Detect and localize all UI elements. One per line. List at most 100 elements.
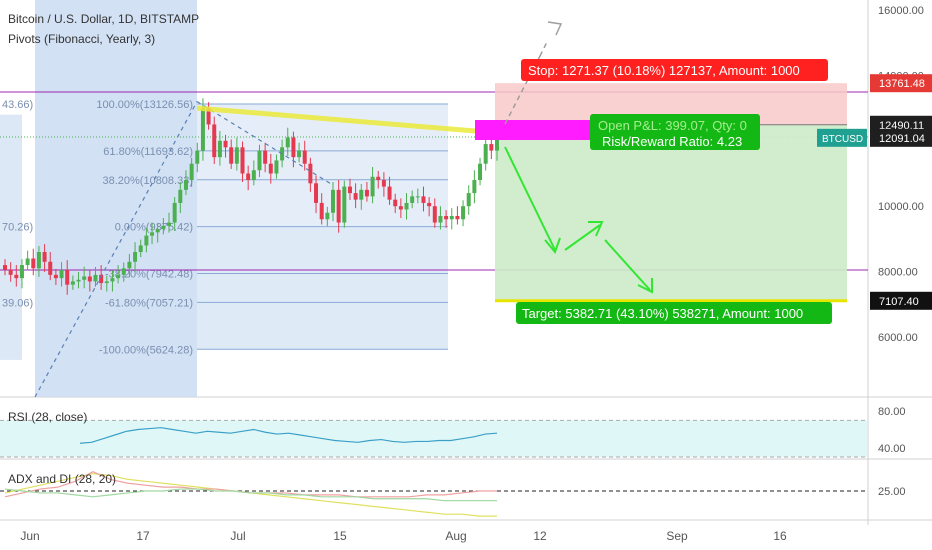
x-tick-label: 17 xyxy=(136,529,150,543)
candle-body xyxy=(25,258,30,266)
candle-body xyxy=(342,186,347,223)
candle-body xyxy=(495,137,499,151)
candle-body xyxy=(31,258,36,269)
candle-body xyxy=(421,196,426,203)
pivot-label: 0.00%(9375.42) xyxy=(115,222,193,234)
pivot-fragment-label: 43.66) xyxy=(2,99,33,111)
x-tick-label: 12 xyxy=(533,529,547,543)
projection-arrowhead-up xyxy=(547,21,563,36)
candle-body xyxy=(229,147,234,164)
indicator-label: Pivots (Fibonacci, Yearly, 3) xyxy=(8,32,156,46)
candle-body xyxy=(53,274,58,279)
price-tag-label: 12091.04 xyxy=(879,133,925,145)
rr-label: Risk/Reward Ratio: 4.23 xyxy=(602,134,742,149)
candle-body xyxy=(87,276,92,282)
candle-body xyxy=(104,281,109,284)
candle-body xyxy=(427,202,432,207)
x-tick-label: 16 xyxy=(773,529,787,543)
candle-body xyxy=(257,150,262,171)
candle-body xyxy=(3,265,7,270)
candle-body xyxy=(274,160,279,174)
symbol-tag-box xyxy=(817,128,867,147)
x-tick-label: Aug xyxy=(445,529,466,543)
candle-body xyxy=(489,144,494,151)
candle-body xyxy=(353,193,358,200)
candle-body xyxy=(410,196,415,203)
candle-body xyxy=(466,193,471,207)
candle-body xyxy=(483,144,488,164)
pivot-label: 61.80%(11693.62) xyxy=(103,146,193,158)
pivot-label: -61.80%(7057.21) xyxy=(105,297,193,309)
candle-body xyxy=(404,202,409,210)
candle-body xyxy=(461,206,466,220)
candle-body xyxy=(121,268,126,275)
candle-body xyxy=(319,202,324,220)
candle-body xyxy=(297,150,302,158)
projection-arrowhead-2 xyxy=(588,221,604,237)
candle-body xyxy=(438,216,443,223)
candle-body xyxy=(36,251,41,269)
candle-body xyxy=(325,212,330,220)
pivot-box-left xyxy=(0,114,22,360)
price-tag-label: 13761.48 xyxy=(879,78,925,90)
candle-body xyxy=(370,176,375,197)
dashed-trendline xyxy=(34,101,198,398)
candle-body xyxy=(195,150,200,164)
candle-body xyxy=(478,163,483,181)
candle-body xyxy=(14,274,19,279)
pivot-box-1 xyxy=(35,0,197,397)
candle-body xyxy=(314,183,319,203)
candle-body xyxy=(155,229,160,233)
adx-series-line xyxy=(4,488,497,502)
candle-body xyxy=(308,163,313,184)
candle-body xyxy=(217,140,222,158)
rsi-label: RSI (28, close) xyxy=(8,410,88,424)
projection-arrowhead-1 xyxy=(544,237,561,254)
adx-label: ADX and DI (28, 20) xyxy=(8,472,117,486)
candle-body xyxy=(127,261,132,269)
pnl-label: Open P&L: 399.07, Qty: 0 xyxy=(598,118,747,133)
candle-body xyxy=(82,276,87,280)
candle-body xyxy=(212,124,217,158)
candle-body xyxy=(376,176,381,181)
candle-body xyxy=(133,251,138,262)
candle-body xyxy=(189,163,194,181)
resistance-line xyxy=(196,105,496,136)
target-zone xyxy=(495,124,847,301)
candle-body xyxy=(364,189,369,197)
candle-body xyxy=(251,170,256,181)
candle-body xyxy=(65,269,70,285)
candle-body xyxy=(167,222,171,226)
candle-body xyxy=(206,108,211,125)
candle-body xyxy=(302,150,307,164)
candle-body xyxy=(285,137,290,148)
candle-body xyxy=(331,189,335,213)
candle-body xyxy=(99,274,104,284)
candle-body xyxy=(246,173,251,181)
price-tag-label: 7107.40 xyxy=(879,296,919,308)
y-tick-label: 6000.00 xyxy=(878,332,918,344)
rsi-tick-label: 40.00 xyxy=(878,443,906,455)
target-label: Target: 5382.71 (43.10%) 538271, Amount:… xyxy=(522,306,803,321)
candle-body xyxy=(268,163,273,174)
candle-body xyxy=(291,137,296,158)
entry-box xyxy=(475,120,590,140)
x-tick-label: 15 xyxy=(333,529,347,543)
candle-body xyxy=(432,206,437,223)
candle-body xyxy=(42,251,47,262)
price-tag-box xyxy=(870,291,932,310)
projection-arrowhead-3 xyxy=(637,278,653,294)
candle-body xyxy=(59,269,64,279)
y-tick-label: 10000.00 xyxy=(878,201,924,213)
target-label-box xyxy=(516,302,832,324)
projection-path xyxy=(504,146,651,291)
candle-body xyxy=(449,216,454,220)
rsi-tick-label: 80.00 xyxy=(878,406,906,418)
candle-body xyxy=(455,216,460,220)
candle-body xyxy=(110,278,115,282)
rsi-line xyxy=(79,427,498,444)
dashed-trendline-2 xyxy=(196,101,331,184)
candle-body xyxy=(240,147,245,174)
candle-body xyxy=(336,189,341,223)
pivot-fragment-label: 39.06) xyxy=(2,297,33,309)
